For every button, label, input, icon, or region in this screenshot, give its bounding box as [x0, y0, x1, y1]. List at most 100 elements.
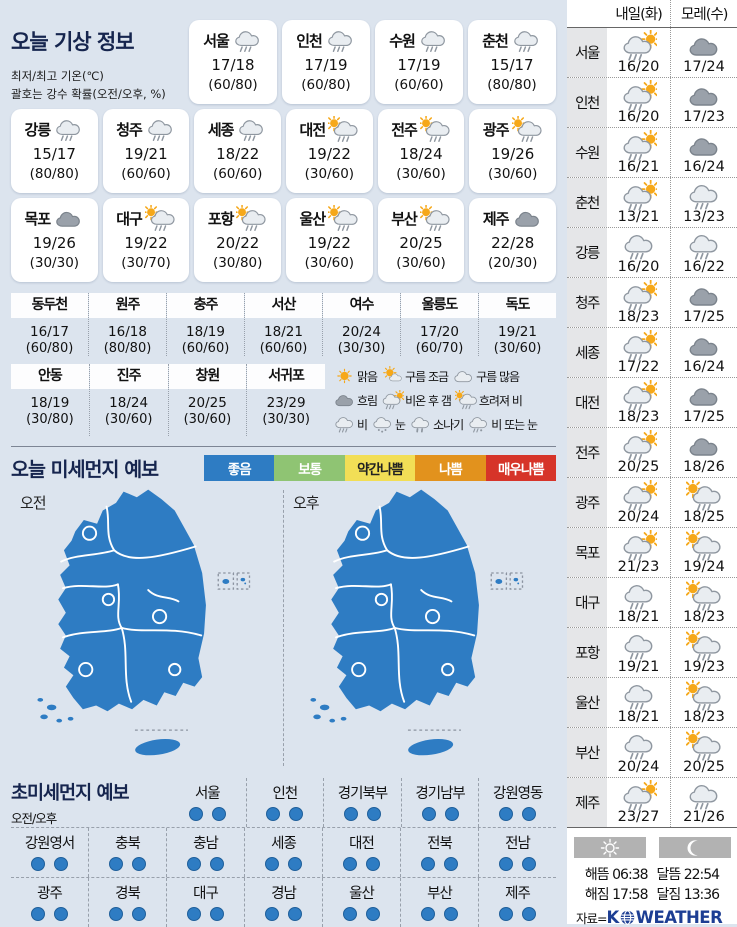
- city-name: 강릉: [567, 228, 607, 277]
- city-name: 원주: [89, 293, 166, 318]
- forecast-row-대구: 대구 18/21 18/23: [567, 577, 737, 627]
- temp: 16/20: [618, 259, 660, 275]
- temp: 17/22: [618, 359, 660, 375]
- city-temp: 20/24: [323, 324, 400, 340]
- ultrafine-cell-충북: 충북: [88, 828, 166, 877]
- city-prob: (60/60): [167, 341, 244, 356]
- city-temp: 16/18: [89, 324, 166, 340]
- temp: 16/24: [683, 359, 725, 375]
- legend-item: 비온 후 갬: [381, 390, 451, 410]
- korea-mainland: [58, 490, 206, 712]
- ultrafine-section: 초미세먼지 예보 오전/오후 서울 인천 경기북부 경기남부 강원영동 강원영서…: [11, 778, 556, 927]
- legend-item: 흐림: [333, 390, 377, 410]
- table-cell-창원: 창원 20/25 (30/60): [168, 364, 247, 436]
- korea-map-morning: [11, 484, 283, 772]
- rain-icon: [232, 27, 263, 54]
- dust-dot: [109, 857, 123, 871]
- rain-snow-icon: [467, 414, 490, 434]
- city-name: 수원: [389, 30, 415, 51]
- forecast-dayafter: 16/24: [671, 328, 737, 377]
- rain-icon: [325, 27, 356, 54]
- legend-item: 맑음: [333, 366, 377, 386]
- snow-icon: [371, 414, 394, 434]
- city-temp: 18/19: [11, 395, 89, 411]
- table-cell-동두천: 동두천 16/17 (60/80): [11, 293, 88, 356]
- forecast-dayafter: 18/23: [671, 578, 737, 627]
- rain-icon: [418, 27, 449, 54]
- forecast-tomorrow: 16/21: [607, 128, 671, 177]
- dust-dot: [265, 907, 279, 921]
- city-card-광주: 광주 19/26 (30/60): [469, 109, 556, 193]
- forecast-row-광주: 광주 20/24 18/25: [567, 477, 737, 527]
- jeju-island: [134, 737, 181, 758]
- city-temp: 19/26: [11, 233, 98, 254]
- dust-dot: [212, 807, 226, 821]
- rain-icon: [621, 630, 657, 662]
- forecast-dayafter: 21/26: [671, 778, 737, 827]
- sun-rain-icon: [686, 480, 722, 512]
- cloud-dark-icon: [686, 80, 722, 112]
- city-name: 대전: [300, 119, 326, 140]
- ultrafine-cell-강원영동: 강원영동: [478, 778, 556, 827]
- temp: 18/23: [683, 609, 725, 625]
- forecast-row-수원: 수원 16/21 16/24: [567, 127, 737, 177]
- forecast-header-spacer: [567, 0, 607, 27]
- city-card-청주: 청주 19/21 (60/60): [103, 109, 190, 193]
- city-prob: (30/60): [378, 254, 465, 273]
- region-name: 경기남부: [402, 782, 479, 803]
- city-name: 청주: [567, 278, 607, 327]
- city-prob: (30/60): [378, 165, 465, 184]
- forecast-col-tomorrow: 내일(화): [607, 0, 672, 27]
- cloud-icon: [452, 366, 475, 386]
- temp: 21/26: [683, 809, 725, 825]
- region-name: 강원영서: [11, 832, 88, 853]
- city-temp: 19/22: [286, 144, 373, 165]
- city-temp: 18/24: [378, 144, 465, 165]
- city-prob: (30/80): [11, 412, 89, 427]
- table-cell-서귀포: 서귀포 23/29 (30/30): [246, 364, 325, 436]
- temp: 18/21: [618, 709, 660, 725]
- ultrafine-cell-전남: 전남: [478, 828, 556, 877]
- moonrise-time: 22:54: [684, 867, 719, 883]
- forecast-panel: 내일(화) 모레(수) 서울 16/20 17/24 인천 16/20 17/2…: [567, 0, 737, 924]
- city-name: 부산: [567, 728, 607, 777]
- dust-dot: [445, 807, 459, 821]
- moonset-time: 13:36: [684, 887, 719, 903]
- korea-map-afternoon: [284, 484, 556, 772]
- dust-dot: [367, 807, 381, 821]
- legend-item: 비: [333, 414, 367, 434]
- city-card-전주: 전주 18/24 (30/60): [378, 109, 465, 193]
- ultrafine-sublabel: 오전/오후: [11, 808, 169, 827]
- sun-rain-icon: [512, 116, 543, 143]
- city-name: 충주: [167, 293, 244, 318]
- ultrafine-cell-울산: 울산: [322, 878, 400, 927]
- temp: 18/23: [683, 709, 725, 725]
- city-name: 안동: [11, 364, 89, 389]
- city-prob: (30/60): [479, 341, 556, 356]
- rain-sun-icon: [621, 280, 657, 312]
- city-card-부산: 부산 20/25 (30/60): [378, 198, 465, 282]
- temp: 19/21: [618, 659, 660, 675]
- city-name: 서산: [245, 293, 322, 318]
- city-name: 강릉: [25, 119, 51, 140]
- city-name: 세종: [208, 119, 234, 140]
- moon-icon: [686, 839, 704, 857]
- region-name: 서울: [169, 782, 246, 803]
- city-name: 포항: [567, 628, 607, 677]
- ultrafine-cell-경기북부: 경기북부: [323, 778, 401, 827]
- region-name: 충북: [89, 832, 166, 853]
- dust-level-나쁨: 나쁨: [415, 455, 485, 481]
- temp: 16/24: [683, 159, 725, 175]
- table-cell-독도: 독도 19/21 (30/60): [478, 293, 556, 356]
- map-morning: 오전: [11, 484, 283, 772]
- temp: 23/27: [618, 809, 660, 825]
- ultrafine-row-2: 강원영서 충북 충남 세종 대전 전북 전남: [11, 827, 556, 877]
- dust-dot: [132, 907, 146, 921]
- source-label: 자료=: [576, 908, 606, 927]
- temp: 13/21: [618, 209, 660, 225]
- city-name: 광주: [483, 119, 509, 140]
- ultrafine-cell-서울: 서울: [169, 778, 246, 827]
- subtitle-temp: 최저/최고 기온(℃): [11, 68, 189, 86]
- rain-sun-icon: [621, 480, 657, 512]
- logo-k: K: [606, 908, 618, 927]
